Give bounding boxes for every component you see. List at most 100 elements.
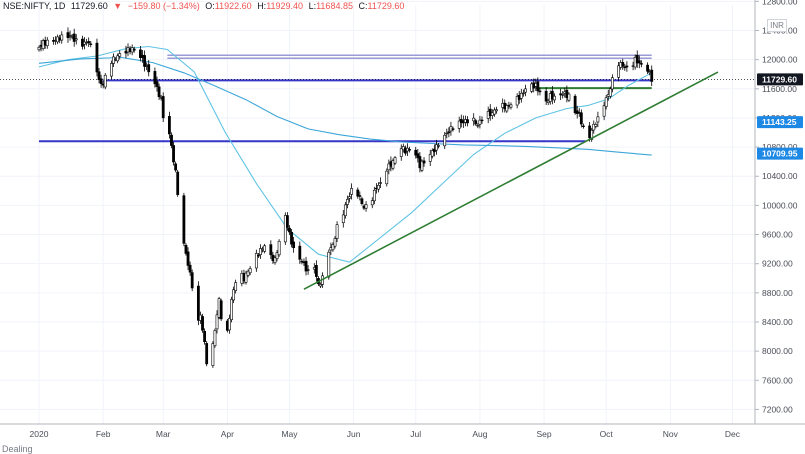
candle-body: [343, 204, 347, 216]
candle-body: [215, 314, 219, 330]
candle-body: [87, 41, 91, 44]
candle-body: [536, 81, 540, 92]
candle-body: [230, 299, 233, 321]
grid-lines: [0, 0, 755, 424]
y-tick-label: 10400.00: [762, 171, 798, 181]
y-tick-label: 10800.00: [762, 142, 798, 152]
candle-body: [254, 253, 258, 269]
candle-body: [478, 119, 482, 125]
x-tick-label: Oct: [600, 429, 614, 439]
close-label: C:: [358, 1, 368, 11]
candle-body: [544, 90, 548, 102]
candle-body: [172, 145, 175, 163]
candle-body: [617, 65, 621, 78]
trendlines[interactable]: [303, 71, 719, 290]
candle-body: [95, 42, 99, 73]
candle-body: [521, 92, 525, 95]
candle-body: [186, 251, 190, 266]
candle-body: [263, 245, 267, 252]
horizontal-levels[interactable]: [0, 54, 755, 143]
candle-body: [232, 289, 235, 301]
candle-body: [196, 285, 200, 321]
high-value: 11929.40: [266, 1, 304, 11]
candle-body: [422, 160, 426, 164]
candle-body: [298, 245, 302, 260]
symbol-header: NSE:NIFTY, 1D 11729.60 ▼ −159.80 (−1.34%…: [3, 1, 407, 11]
price-badge-label: 10709.95: [762, 149, 798, 159]
candle-body: [596, 116, 600, 123]
candle-body: [372, 189, 376, 202]
moving-averages: [38, 45, 652, 263]
candle-body: [143, 55, 146, 67]
candle-body: [74, 38, 78, 41]
candle-body: [582, 125, 585, 128]
candle-body: [68, 34, 72, 37]
candle-body: [174, 163, 178, 171]
candle-body: [393, 157, 397, 164]
candle-body: [37, 46, 41, 51]
x-tick-label: Aug: [472, 429, 487, 439]
candle-body: [519, 92, 523, 99]
y-tick-label: 11600.00: [762, 84, 797, 94]
candle-body: [335, 224, 339, 239]
candle-body: [348, 196, 351, 199]
candle-body: [364, 204, 368, 209]
price-badges: 11729.60 11143.25 10709.95: [757, 73, 803, 160]
candle-body: [637, 60, 641, 64]
x-tick-label: Sep: [537, 429, 552, 439]
x-tick-label: Dec: [725, 429, 741, 439]
candle-body: [443, 134, 447, 147]
x-tick-label: Apr: [221, 429, 234, 439]
candle-body: [579, 112, 583, 125]
candle-body: [445, 132, 449, 135]
candle-body: [72, 33, 76, 42]
candle-body: [476, 125, 480, 127]
candle-body: [331, 244, 335, 251]
candle-body: [213, 330, 217, 347]
candle-body: [414, 149, 418, 156]
candle-body: [561, 94, 565, 96]
candle-body: [573, 95, 577, 114]
candle-body: [515, 96, 519, 106]
price-badge-label: 11729.60: [762, 74, 797, 84]
symbol-label[interactable]: NSE:NIFTY, 1D: [3, 1, 66, 11]
candle-body: [244, 272, 248, 283]
candle-body: [567, 93, 571, 101]
candlestick-series: [37, 27, 654, 368]
candle-body: [639, 63, 643, 65]
y-tick-label: 10000.00: [762, 200, 798, 210]
price-badge-label: 11143.25: [762, 117, 797, 127]
candle-body: [275, 252, 279, 259]
y-tick-label: 9200.00: [762, 259, 793, 269]
candle-body: [273, 257, 277, 264]
candle-body: [219, 300, 223, 320]
candle-body: [608, 88, 612, 97]
candle-body: [132, 48, 136, 51]
candle-body: [509, 104, 513, 108]
time-axis[interactable]: 2020 Feb Mar Apr May Jun Jul Aug Sep Oct Nov Dec: [30, 429, 741, 439]
candle-body: [356, 189, 360, 197]
candle-body: [292, 241, 296, 249]
down-triangle-icon: ▼: [113, 1, 123, 11]
candle-body: [290, 231, 293, 245]
candle-body: [625, 65, 629, 68]
candle-body: [184, 245, 188, 254]
candle-body: [110, 63, 113, 77]
price-axis[interactable]: 7200.00 7600.00 8000.00 8400.00 8800.00 9200.…: [755, 0, 798, 414]
candle-body: [333, 238, 337, 247]
x-tick-label: Jun: [347, 429, 361, 439]
candle-body: [157, 86, 161, 97]
candle-body: [155, 81, 159, 87]
candle-body: [277, 240, 281, 256]
candle-body: [97, 71, 101, 80]
currency-badge[interactable]: INR: [767, 19, 787, 32]
low-label: L:: [308, 1, 317, 11]
candle-body: [488, 108, 492, 116]
candle-body: [346, 199, 349, 205]
y-tick-label: 7200.00: [762, 404, 793, 414]
candle-body: [161, 96, 165, 119]
candle-body: [89, 43, 93, 45]
candle-body: [379, 182, 382, 184]
ascending-trendline[interactable]: [303, 71, 719, 290]
